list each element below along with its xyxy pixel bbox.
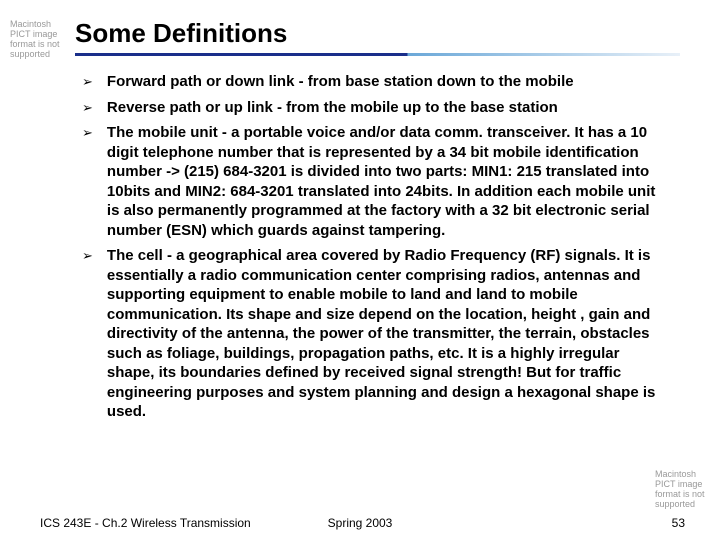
footer-page-number: 53	[672, 516, 685, 530]
bullet-item: ➢ The cell - a geographical area covered…	[82, 246, 670, 422]
bullet-marker-icon: ➢	[82, 123, 93, 240]
footer-left-text: ICS 243E - Ch.2 Wireless Transmission	[40, 516, 251, 530]
slide-footer: ICS 243E - Ch.2 Wireless Transmission Sp…	[0, 516, 720, 530]
bullet-marker-icon: ➢	[82, 72, 93, 92]
slide-container: Macintosh PICT image format is not suppo…	[0, 0, 720, 540]
bullet-text: The mobile unit - a portable voice and/o…	[107, 123, 670, 240]
missing-image-placeholder-top: Macintosh PICT image format is not suppo…	[10, 20, 70, 60]
content-area: ➢ Forward path or down link - from base …	[82, 72, 670, 422]
bullet-item: ➢ Reverse path or up link - from the mob…	[82, 98, 670, 118]
bullet-item: ➢ Forward path or down link - from base …	[82, 72, 670, 92]
bullet-text: Forward path or down link - from base st…	[107, 72, 670, 92]
footer-center-text: Spring 2003	[328, 516, 393, 530]
bullet-marker-icon: ➢	[82, 98, 93, 118]
bullet-text: Reverse path or up link - from the mobil…	[107, 98, 670, 118]
title-underline	[75, 53, 680, 56]
bullet-marker-icon: ➢	[82, 246, 93, 422]
bullet-text: The cell - a geographical area covered b…	[107, 246, 670, 422]
bullet-item: ➢ The mobile unit - a portable voice and…	[82, 123, 670, 240]
missing-image-placeholder-bottom: Macintosh PICT image format is not suppo…	[655, 470, 715, 510]
slide-title: Some Definitions	[75, 18, 690, 49]
